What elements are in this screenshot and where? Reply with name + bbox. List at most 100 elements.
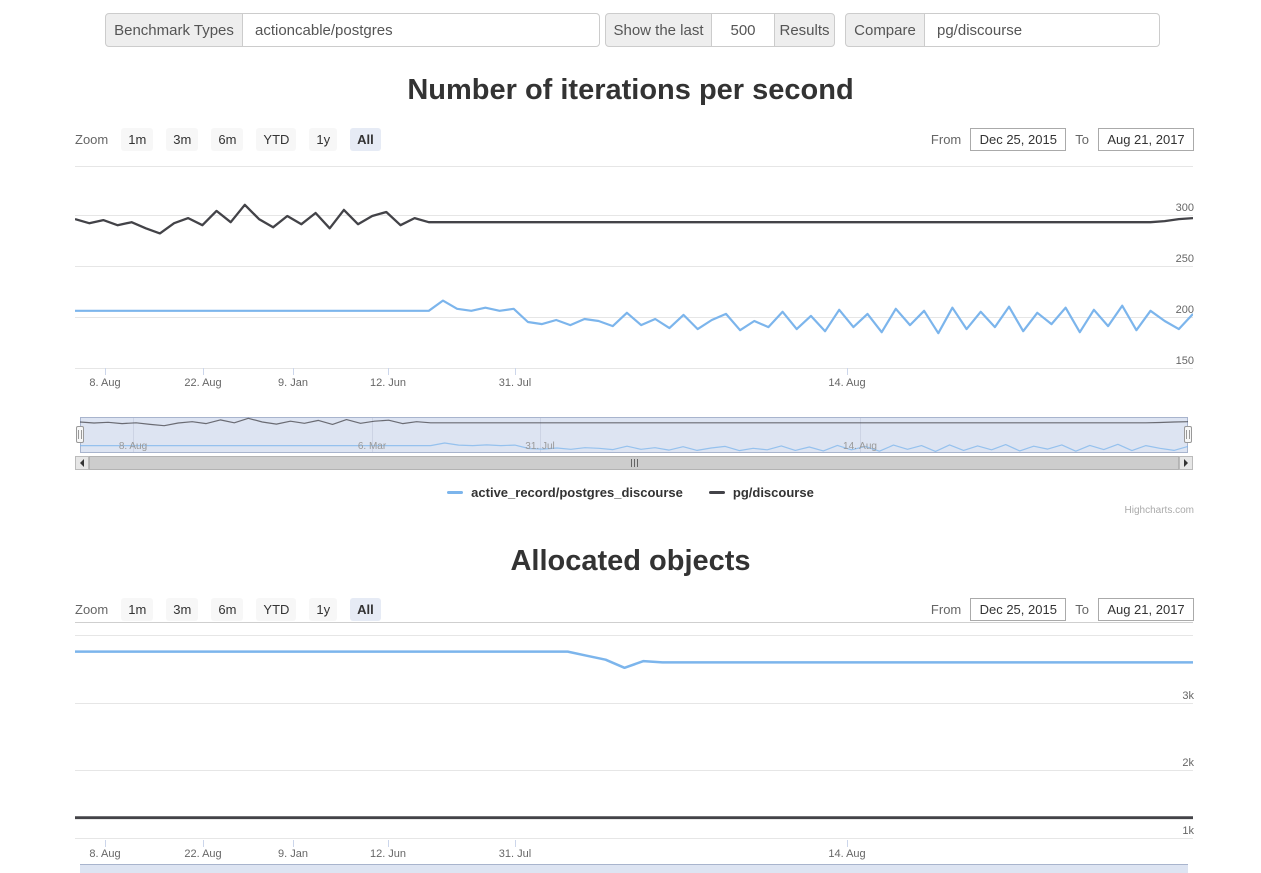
gridline <box>75 635 1193 636</box>
compare-input[interactable] <box>924 13 1160 47</box>
benchmark-types-label: Benchmark Types <box>105 13 243 47</box>
x-tick <box>203 368 204 375</box>
chart2-title: Allocated objects <box>510 545 751 577</box>
x-tick <box>293 840 294 847</box>
scrollbar[interactable] <box>75 456 1193 470</box>
zoom-1y-button[interactable]: 1y <box>309 127 338 151</box>
y-axis-label-250: 250 <box>1175 253 1194 265</box>
x-tick <box>388 368 389 375</box>
navigator-gridline <box>133 418 134 452</box>
zoom-3m-button[interactable]: 3m <box>166 127 199 151</box>
scrollbar-left-arrow-icon[interactable] <box>75 456 89 470</box>
navigator-left-handle[interactable] <box>76 426 84 443</box>
zoom-6m-button[interactable]: 6m <box>211 127 244 151</box>
benchmark-types-input[interactable] <box>242 13 600 47</box>
allocated-objects-plot-area[interactable] <box>75 630 1193 840</box>
gridline <box>75 770 1193 771</box>
navigator-gridline <box>372 418 373 452</box>
x-axis-label: 12. Jun <box>369 848 407 860</box>
y-axis-label-3k: 3k <box>1182 690 1194 702</box>
zoom-ytd-button[interactable]: YTD <box>256 127 297 151</box>
x-tick <box>203 840 204 847</box>
show-last-label: Show the last <box>605 13 712 47</box>
x-axis-label: 14. Aug <box>828 377 866 389</box>
x-axis-label: 22. Aug <box>184 377 222 389</box>
zoom-label: Zoom <box>75 131 109 147</box>
results-label: Results <box>774 13 835 47</box>
zoom-ytd-button[interactable]: YTD <box>256 597 297 621</box>
zoom-label: Zoom <box>75 601 109 617</box>
gridline <box>75 368 1193 369</box>
highcharts-credits-link[interactable]: Highcharts.com <box>1124 505 1194 516</box>
legend-label: pg/discourse <box>732 485 814 500</box>
x-axis-label: 8. Aug <box>89 377 121 389</box>
chart1-date-range: From To <box>931 128 1194 151</box>
chart1-zoom-buttons: Zoom 1m 3m 6m YTD 1y All <box>75 127 381 151</box>
navigator-label: 8. Aug <box>118 441 148 452</box>
y-axis-label-2k: 2k <box>1182 757 1194 769</box>
y-axis-label-1k: 1k <box>1182 825 1194 837</box>
gridline <box>75 215 1193 216</box>
zoom-all-button[interactable]: All <box>350 127 381 151</box>
x-axis-label: 31. Jul <box>498 848 532 860</box>
show-last-count-input[interactable] <box>711 13 775 47</box>
from-label: From <box>930 602 962 617</box>
zoom-1m-button[interactable]: 1m <box>121 127 154 151</box>
gridline <box>75 166 1193 167</box>
y-axis-label-150: 150 <box>1175 355 1194 367</box>
x-axis-label: 31. Jul <box>498 377 532 389</box>
legend-item-active-record[interactable]: active_record/postgres_discourse <box>447 485 683 500</box>
scrollbar-thumb[interactable] <box>89 456 1179 470</box>
to-label: To <box>1075 132 1089 147</box>
zoom-1m-button[interactable]: 1m <box>121 597 154 621</box>
x-axis-label: 12. Jun <box>369 377 407 389</box>
navigator-label: 14. Aug <box>843 441 877 452</box>
to-label: To <box>1075 602 1089 617</box>
navigator-gridline <box>540 418 541 452</box>
x-axis-label: 22. Aug <box>184 848 222 860</box>
legend-label: active_record/postgres_discourse <box>471 485 683 500</box>
zoom-3m-button[interactable]: 3m <box>166 597 199 621</box>
legend-marker-dark <box>708 491 725 494</box>
legend-marker-blue <box>447 491 464 494</box>
gridline <box>75 703 1193 704</box>
x-tick <box>388 840 389 847</box>
navigator-label: 31. Jul <box>525 441 555 452</box>
zoom-1y-button[interactable]: 1y <box>309 597 338 621</box>
gridline <box>75 266 1193 267</box>
y-axis-label-300: 300 <box>1175 202 1194 214</box>
x-tick <box>515 368 516 375</box>
to-date-input[interactable] <box>1098 598 1194 621</box>
from-label: From <box>930 132 962 147</box>
from-date-input[interactable] <box>970 598 1067 621</box>
x-tick <box>105 368 106 375</box>
chart2-navigator-partial[interactable] <box>80 864 1188 873</box>
chart2-date-range: From To <box>931 598 1194 621</box>
to-date-input[interactable] <box>1098 128 1194 151</box>
scrollbar-right-arrow-icon[interactable] <box>1179 456 1193 470</box>
x-axis-label: 14. Aug <box>828 848 866 860</box>
gridline <box>75 838 1193 839</box>
from-date-input[interactable] <box>970 128 1067 151</box>
navigator-gridline <box>860 418 861 452</box>
zoom-all-button[interactable]: All <box>350 597 381 621</box>
x-tick <box>847 368 848 375</box>
legend: active_record/postgres_discourse pg/disc… <box>0 485 1261 500</box>
chart2-zoom-buttons: Zoom 1m 3m 6m YTD 1y All <box>75 597 381 621</box>
x-axis-label: 9. Jan <box>278 848 308 860</box>
chart2-top-border <box>75 622 1193 623</box>
y-axis-label-200: 200 <box>1175 304 1194 316</box>
compare-label: Compare <box>845 13 925 47</box>
x-axis-label: 9. Jan <box>278 377 308 389</box>
zoom-6m-button[interactable]: 6m <box>211 597 244 621</box>
x-tick <box>847 840 848 847</box>
chart1-title: Number of iterations per second <box>407 74 854 106</box>
navigator-label: 6. Mar <box>357 441 387 452</box>
navigator-series[interactable] <box>80 417 1188 453</box>
x-tick <box>105 840 106 847</box>
legend-item-pg[interactable]: pg/discourse <box>708 485 814 500</box>
iterations-plot-area[interactable] <box>75 160 1193 375</box>
x-tick <box>515 840 516 847</box>
navigator-right-handle[interactable] <box>1184 426 1192 443</box>
